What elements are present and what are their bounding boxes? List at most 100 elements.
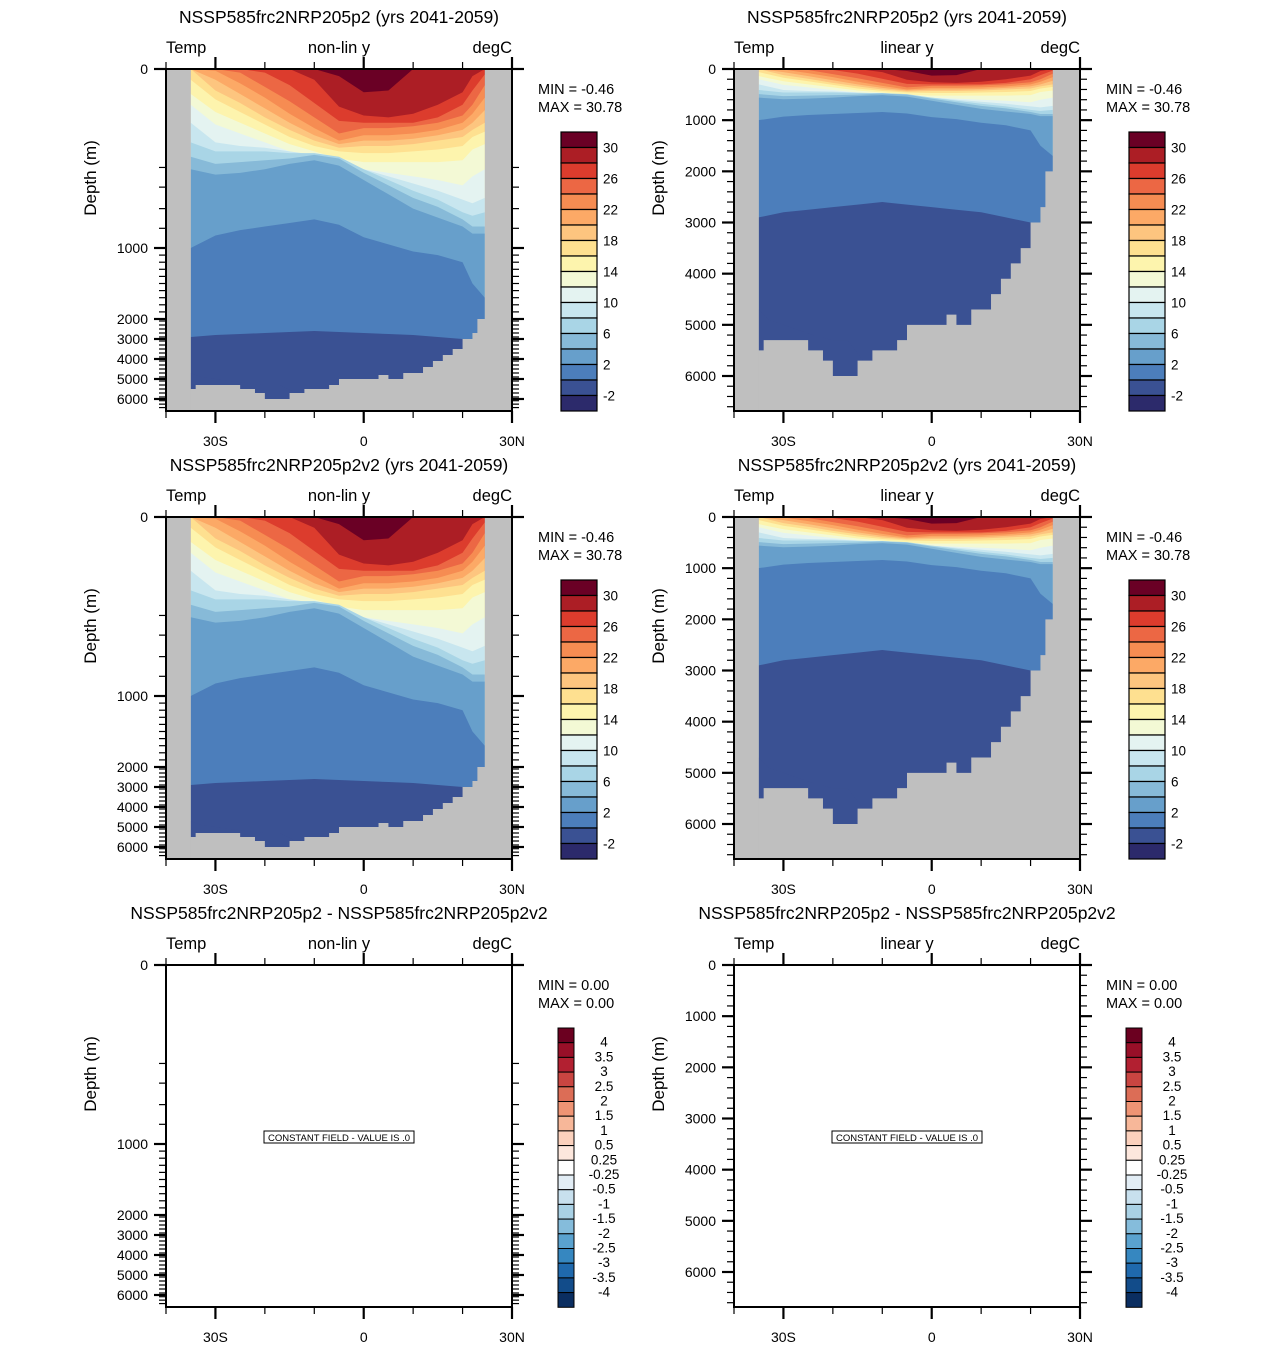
y-tick-label: 4000 [117, 1247, 148, 1263]
colorbar-label: -1 [598, 1196, 610, 1211]
colorbar-label: -4 [1166, 1285, 1178, 1300]
colorbar-box [1128, 594, 1166, 612]
plot-title: NSSP585frc2NRP205p2 - NSSP585frc2NRP205p… [698, 903, 1115, 923]
colorbar-box [1128, 842, 1166, 860]
land-mask [166, 517, 512, 859]
colorbar-label: 1 [600, 1123, 608, 1138]
colorbar-label: 30 [603, 589, 618, 604]
x-tick-label: 30N [499, 1329, 525, 1345]
colorbar-label: 2.5 [1163, 1079, 1182, 1094]
colorbar-label: 14 [1171, 265, 1187, 280]
left-label: Temp [734, 487, 774, 505]
x-tick-label: 30S [203, 433, 228, 449]
colorbar-box [560, 687, 598, 705]
colorbar-box [557, 1145, 575, 1161]
colorbar-box [557, 1071, 575, 1088]
colorbar-label: 3 [1168, 1064, 1176, 1079]
x-tick-label: 0 [928, 433, 936, 449]
colorbar-box [560, 193, 598, 211]
y-axis-label: Depth (m) [649, 140, 668, 216]
center-label: non-lin y [308, 39, 371, 57]
x-tick-label: 30S [771, 1329, 796, 1345]
colorbar-box [1125, 1159, 1143, 1176]
colorbar-label: -2 [1171, 837, 1183, 852]
colorbar-box [560, 286, 598, 304]
colorbar-box [557, 1248, 575, 1264]
colorbar-box [1128, 193, 1166, 211]
right-label: degC [473, 39, 513, 57]
center-label: linear y [880, 487, 934, 505]
colorbar-label: 10 [603, 296, 618, 311]
colorbar-label: 10 [1171, 296, 1186, 311]
land-mask [734, 517, 1080, 859]
colorbar-box [560, 827, 598, 845]
colorbar-box [557, 1115, 575, 1132]
colorbar-label: -2 [1166, 1226, 1178, 1241]
colorbar-box [1128, 162, 1166, 180]
colorbar-box [560, 379, 598, 397]
contour-field [166, 69, 512, 411]
y-tick-label: 0 [140, 957, 148, 973]
contour-field [734, 517, 1080, 859]
colorbar-label: 30 [1171, 589, 1186, 604]
land-mask-left [166, 517, 191, 859]
y-tick-label: 1000 [685, 112, 716, 128]
colorbar-label: 14 [1171, 713, 1187, 728]
x-tick-label: 30S [771, 433, 796, 449]
colorbar-box [1125, 1262, 1143, 1279]
colorbar-box [560, 625, 598, 643]
colorbar-label: -2 [603, 389, 615, 404]
constant-field-label: CONSTANT FIELD - VALUE IS .0 [268, 1133, 410, 1144]
colorbar-box [1125, 1203, 1143, 1220]
plot-title: NSSP585frc2NRP205p2v2 (yrs 2041-2059) [738, 455, 1077, 475]
colorbar-box [1128, 270, 1166, 288]
left-label: Temp [166, 39, 206, 57]
y-tick-label: 2000 [685, 163, 716, 179]
colorbar-label: 1.5 [1163, 1108, 1182, 1123]
colorbar-box [1125, 1218, 1143, 1235]
colorbar-label: 2 [603, 358, 611, 373]
colorbar-box [1125, 1101, 1143, 1117]
colorbar-box [560, 703, 598, 721]
y-tick-label: 4000 [685, 1162, 716, 1178]
colorbar-label: 0.25 [591, 1152, 617, 1167]
min-label: MIN = -0.46 [1106, 82, 1182, 98]
colorbar-box [557, 1042, 575, 1058]
colorbar-label: 0.25 [1159, 1152, 1185, 1167]
min-label: MIN = 0.00 [538, 978, 609, 994]
left-label: Temp [734, 935, 774, 953]
x-tick-label: 30S [203, 1329, 228, 1345]
y-tick-label: 3000 [685, 1111, 716, 1127]
colorbar-label: 2 [1171, 806, 1179, 821]
land-mask-left [734, 517, 759, 859]
colorbar-box [1128, 208, 1166, 226]
colorbar-box [557, 1262, 575, 1279]
colorbar-label: 14 [603, 713, 619, 728]
plot-frame [165, 964, 513, 1308]
max-label: MAX = 30.78 [1106, 548, 1190, 564]
colorbar-box [560, 842, 598, 860]
colorbar-box [1128, 827, 1166, 845]
colorbar-label: 0.5 [1163, 1138, 1182, 1153]
colorbar-box [1128, 379, 1166, 397]
colorbar-box [1128, 146, 1166, 164]
colorbar-box [1128, 687, 1166, 705]
y-tick-label: 2000 [685, 1059, 716, 1075]
colorbar-box [1128, 734, 1166, 752]
colorbar-label: 26 [1171, 172, 1186, 187]
colorbar-label: -0.5 [592, 1182, 615, 1197]
colorbar-label: 18 [1171, 234, 1186, 249]
center-label: non-lin y [308, 487, 371, 505]
y-tick-label: 1000 [117, 688, 148, 704]
max-label: MAX = 30.78 [538, 548, 622, 564]
y-tick-label: 6000 [117, 839, 148, 855]
colorbar-box [1128, 177, 1166, 195]
y-tick-label: 1000 [685, 1008, 716, 1024]
colorbar-box [1125, 1189, 1143, 1205]
colorbar-box [1128, 317, 1166, 335]
colorbar-label: 1.5 [595, 1108, 614, 1123]
y-tick-label: 6000 [117, 1287, 148, 1303]
y-tick-label: 3000 [117, 331, 148, 347]
colorbar-box [560, 765, 598, 783]
y-tick-label: 4000 [685, 266, 716, 282]
